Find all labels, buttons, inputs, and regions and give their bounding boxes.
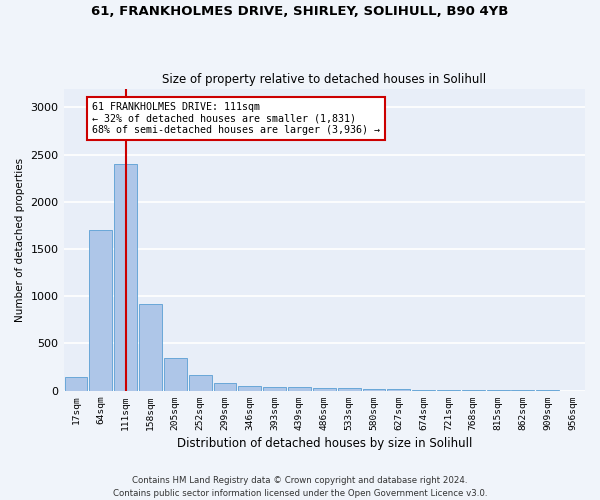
- Bar: [362, 389, 385, 390]
- Title: Size of property relative to detached houses in Solihull: Size of property relative to detached ho…: [162, 73, 487, 86]
- Bar: [238, 386, 261, 390]
- Text: 61 FRANKHOLMES DRIVE: 111sqm
← 32% of detached houses are smaller (1,831)
68% of: 61 FRANKHOLMES DRIVE: 111sqm ← 32% of de…: [92, 102, 380, 135]
- Bar: [114, 164, 137, 390]
- Bar: [164, 358, 187, 390]
- Bar: [89, 230, 112, 390]
- Bar: [139, 304, 162, 390]
- Text: Contains HM Land Registry data © Crown copyright and database right 2024.
Contai: Contains HM Land Registry data © Crown c…: [113, 476, 487, 498]
- Bar: [288, 388, 311, 390]
- Text: 61, FRANKHOLMES DRIVE, SHIRLEY, SOLIHULL, B90 4YB: 61, FRANKHOLMES DRIVE, SHIRLEY, SOLIHULL…: [91, 5, 509, 18]
- X-axis label: Distribution of detached houses by size in Solihull: Distribution of detached houses by size …: [176, 437, 472, 450]
- Bar: [214, 382, 236, 390]
- Bar: [188, 375, 212, 390]
- Bar: [263, 387, 286, 390]
- Bar: [65, 378, 88, 390]
- Y-axis label: Number of detached properties: Number of detached properties: [15, 158, 25, 322]
- Bar: [338, 388, 361, 390]
- Bar: [313, 388, 335, 390]
